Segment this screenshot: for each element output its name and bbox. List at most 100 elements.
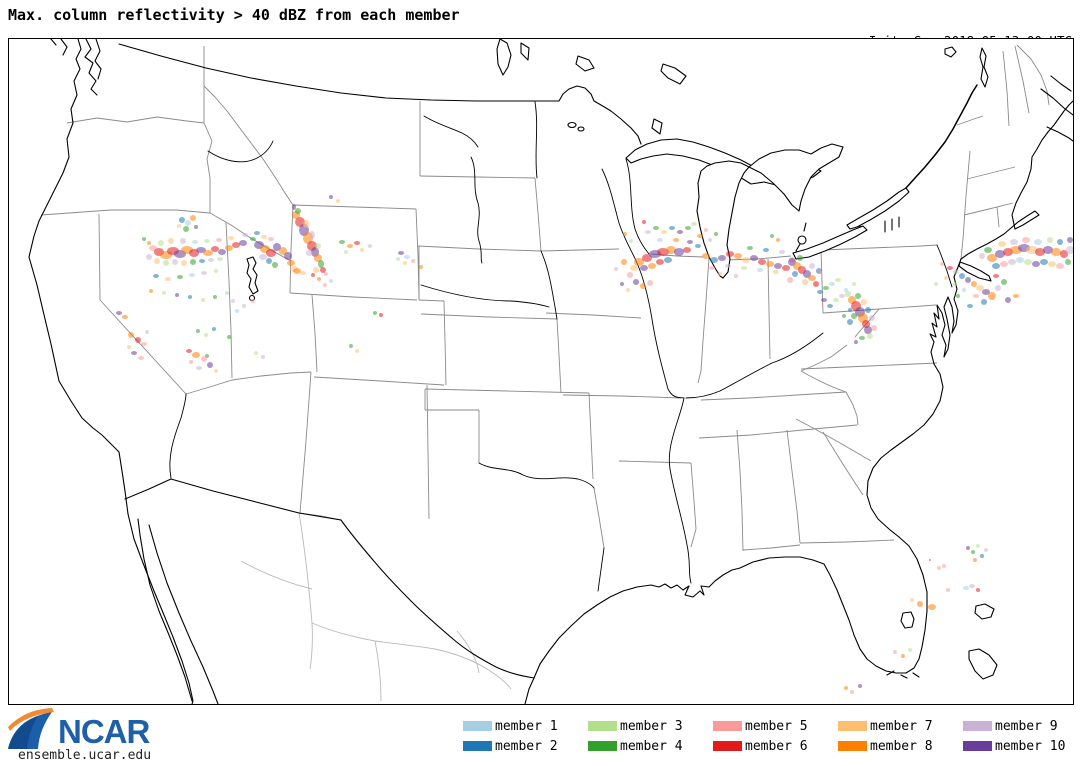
reflectivity-blob-member-10 xyxy=(398,251,404,255)
reflectivity-blob-member-3 xyxy=(204,239,210,243)
reflectivity-blob-member-8 xyxy=(673,238,679,242)
reflectivity-blob-member-6 xyxy=(379,313,383,317)
reflectivity-blob-member-2 xyxy=(1040,259,1048,265)
reflectivity-blob-member-8 xyxy=(122,315,128,319)
reflectivity-blob-member-9 xyxy=(231,299,235,303)
reflectivity-blob-member-7 xyxy=(773,270,779,274)
reflectivity-blob-member-9 xyxy=(306,250,312,256)
reflectivity-blob-member-6 xyxy=(929,559,931,561)
reflectivity-blob-member-7 xyxy=(168,238,174,244)
reflectivity-blob-member-1 xyxy=(962,288,966,292)
reflectivity-blob-member-2 xyxy=(1057,239,1063,245)
reflectivity-blob-member-5 xyxy=(627,272,633,278)
reflectivity-blob-member-8 xyxy=(648,263,656,269)
legend-label: member 8 xyxy=(870,738,933,754)
reflectivity-blob-member-7 xyxy=(944,276,948,280)
reflectivity-blob-member-9 xyxy=(645,230,651,234)
reflectivity-blob-member-4 xyxy=(272,262,278,268)
reflectivity-blob-member-5 xyxy=(893,650,897,654)
reflectivity-blob-member-9 xyxy=(1066,246,1073,254)
reflectivity-blob-member-9 xyxy=(259,254,267,260)
reflectivity-blob-member-9 xyxy=(995,285,1001,291)
legend-item-member-3: member 3 xyxy=(588,716,713,736)
reflectivity-blob-member-8 xyxy=(776,238,780,242)
reflectivity-blob-member-3 xyxy=(315,243,321,249)
reflectivity-blob-member-5 xyxy=(647,280,653,286)
reflectivity-blob-member-8 xyxy=(147,241,151,245)
legend-item-member-2: member 2 xyxy=(463,736,588,756)
reflectivity-blob-member-7 xyxy=(355,349,359,353)
reflectivity-blob-member-5 xyxy=(1056,263,1064,269)
reflectivity-blob-member-10 xyxy=(718,255,726,261)
reflectivity-blob-member-10 xyxy=(1032,261,1040,267)
reflectivity-blob-member-8 xyxy=(928,604,936,610)
reflectivity-blob-member-2 xyxy=(848,308,852,312)
legend-swatch-member-1 xyxy=(463,721,492,731)
reflectivity-blob-member-5 xyxy=(251,299,255,303)
legend-item-member-10: member 10 xyxy=(963,736,1080,756)
reflectivity-blob-member-5 xyxy=(818,270,822,274)
reflectivity-blob-member-8 xyxy=(634,258,644,266)
bahamas-island xyxy=(974,603,995,620)
reflectivity-blob-member-7 xyxy=(403,261,407,265)
reflectivity-blob-member-5 xyxy=(324,272,328,276)
reflectivity-blob-member-4 xyxy=(714,232,718,236)
reflectivity-blob-member-10 xyxy=(292,204,296,210)
reflectivity-blob-member-8 xyxy=(149,289,153,293)
reflectivity-blob-member-8 xyxy=(279,247,287,255)
coastline xyxy=(28,39,1073,704)
reflectivity-blob-member-2 xyxy=(669,226,675,230)
reflectivity-blob-member-3 xyxy=(344,250,348,254)
reflectivity-blob-member-10 xyxy=(965,277,971,283)
legend-swatch-member-10 xyxy=(963,741,992,751)
reflectivity-blob-member-5 xyxy=(704,228,708,232)
reflectivity-blob-member-5 xyxy=(323,283,327,287)
reflectivity-blob-member-8 xyxy=(702,253,710,259)
reflectivity-blob-member-2 xyxy=(153,274,159,278)
reflectivity-blob-member-7 xyxy=(661,230,667,234)
reflectivity-blob-member-3 xyxy=(741,266,747,270)
reflectivity-blob-member-5 xyxy=(709,266,715,270)
reflectivity-blob-member-3 xyxy=(845,291,851,297)
reflectivity-blob-member-3 xyxy=(1024,259,1032,265)
legend-label: member 10 xyxy=(995,738,1066,754)
reflectivity-blob-member-1 xyxy=(192,240,198,244)
reflectivity-blob-member-9 xyxy=(614,267,618,271)
reflectivity-blob-member-3 xyxy=(867,333,873,339)
lake-ontario xyxy=(846,187,910,230)
reflectivity-blob-member-8 xyxy=(621,259,627,265)
reflectivity-blob-member-2 xyxy=(792,271,798,277)
reflectivity-blob-member-9 xyxy=(984,548,988,552)
reflectivity-blob-member-1 xyxy=(1016,257,1024,263)
reflectivity-blob-member-2 xyxy=(817,290,823,294)
reflectivity-blob-member-1 xyxy=(185,220,191,226)
reflectivity-blob-member-2 xyxy=(763,248,769,252)
reflectivity-blob-member-8 xyxy=(419,265,423,269)
reflectivity-blob-member-1 xyxy=(757,268,763,272)
reflectivity-blob-member-5 xyxy=(973,294,979,298)
reflectivity-blob-member-7 xyxy=(998,241,1006,247)
reflectivity-blob-member-9 xyxy=(1010,239,1018,245)
reflectivity-blob-member-5 xyxy=(942,564,946,568)
reflectivity-blob-member-6 xyxy=(813,281,819,287)
reflectivity-blob-member-9 xyxy=(172,259,178,265)
reflectivity-blob-member-2 xyxy=(188,295,192,299)
reflectivity-blob-member-6 xyxy=(683,247,691,253)
reflectivity-blob-member-4 xyxy=(956,294,960,298)
reflectivity-blob-member-6 xyxy=(1035,248,1045,256)
reflectivity-blob-member-8 xyxy=(666,246,676,254)
reflectivity-blob-member-9 xyxy=(146,254,152,260)
reflectivity-blob-member-10 xyxy=(674,248,684,256)
reflectivity-blob-member-10 xyxy=(218,249,226,255)
reflectivity-blob-member-9 xyxy=(779,250,785,254)
reflectivity-blob-member-8 xyxy=(314,254,322,262)
lake-erie xyxy=(792,225,868,260)
legend-label: member 3 xyxy=(620,718,683,734)
reflectivity-blob-member-9 xyxy=(809,263,815,269)
reflectivity-blob-member-9 xyxy=(368,244,372,248)
reflectivity-blob-member-3 xyxy=(1047,237,1053,243)
reflectivity-blob-member-3 xyxy=(953,282,957,286)
reflectivity-blob-member-5 xyxy=(734,274,738,278)
reflectivity-blob-member-4 xyxy=(339,240,345,244)
reflectivity-blob-member-5 xyxy=(1022,237,1030,243)
